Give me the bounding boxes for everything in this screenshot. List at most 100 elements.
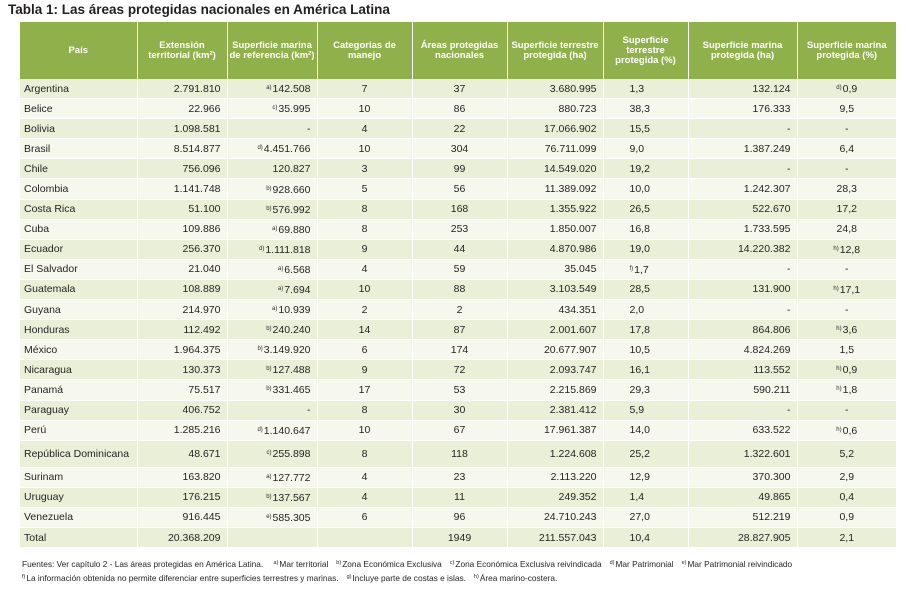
cell-terrestre-ha: 17.066.902	[506, 118, 603, 140]
table-row: Surinam 163.820 a)127.772 4 23 2.113.220 12,9 3…	[20, 467, 896, 488]
cell-terrestre-ha: 1.850.007	[506, 219, 603, 240]
cell-superficie-marina: d)4.451.766	[226, 138, 317, 160]
cell-marina-ha-value: 113.552	[753, 363, 791, 376]
cell-pais-value: Bolivia	[24, 122, 55, 135]
cell-areas-value: 30	[453, 404, 466, 417]
cell-extension: 108.889	[136, 279, 227, 301]
cell-terrestre-pct-value: 19,2	[629, 162, 650, 175]
cell-superficie-marina: b)240.240	[226, 319, 317, 341]
table-row: Guyana 214.970 a)10.939 2 2 434.351 2,0 - -	[20, 299, 896, 321]
cell-pais: Venezuela	[20, 507, 137, 528]
cell-pais-value: Costa Rica	[24, 203, 76, 216]
header-extension: Extensión territorial (km²)	[136, 22, 227, 79]
cell-terrestre-ha: 2.001.607	[506, 319, 603, 341]
cell-pais-value: Perú	[24, 424, 47, 437]
cell-extension: 256.370	[136, 239, 227, 260]
footnote-item: c)Zona Económica Exclusiva reivindicada	[442, 559, 602, 569]
footnote-mark: a)	[277, 265, 284, 272]
cell-extension: 1.285.216	[136, 420, 227, 441]
footnote-mark: h)	[833, 285, 839, 292]
cell-areas: 53	[411, 379, 507, 401]
cell-marina-ha-value: -	[787, 122, 791, 135]
cell-pais-value: Surinam	[24, 471, 64, 484]
footnote-item: f)La información obtenida no permite dif…	[22, 573, 339, 583]
cell-superficie-marina-value: 3.149.920	[263, 344, 311, 357]
cell-categorias-value: 8	[361, 223, 368, 236]
footnote-mark: a)	[266, 473, 272, 480]
cell-terrestre-ha: 880.723	[506, 98, 603, 120]
cell-pais-value: Belice	[24, 102, 53, 115]
cell-marina-pct: -	[796, 259, 896, 280]
cell-areas-value: 11	[454, 491, 465, 504]
cell-categorias: 10	[316, 138, 412, 160]
footnote-text: La información obtenida no permite difer…	[26, 573, 339, 583]
cell-categorias: 9	[316, 359, 412, 381]
footnote-mark: b)	[266, 386, 272, 393]
cell-superficie-marina: c)35.995	[226, 98, 317, 120]
cell-marina-ha: 633.522	[687, 420, 797, 441]
total-areas: 1949	[411, 527, 507, 549]
cell-categorias: 3	[316, 158, 412, 180]
cell-marina-pct: 1,5	[796, 339, 896, 361]
cell-marina-pct: -	[796, 400, 896, 421]
cell-pais-value: Nicaragua	[24, 363, 72, 376]
cell-marina-ha-value: 512.219	[752, 511, 791, 524]
cell-categorias-value: 8	[361, 447, 368, 460]
cell-areas: 304	[411, 138, 507, 160]
cell-pais-value: República Dominicana	[24, 447, 130, 460]
cell-terrestre-pct: 38,3	[602, 98, 688, 120]
cell-terrestre-ha: 3.103.549	[506, 279, 603, 301]
cell-superficie-marina-value: -	[307, 404, 311, 417]
cell-pais: México	[20, 339, 137, 361]
total-terrestre-ha-value: 211.557.043	[538, 531, 597, 544]
cell-categorias: 17	[316, 379, 412, 401]
cell-terrestre-pct: 2,0	[602, 299, 688, 321]
cell-terrestre-pct-value: 1,4	[629, 491, 645, 504]
cell-extension-value: 8.514.877	[173, 142, 221, 155]
cell-categorias-value: 8	[361, 404, 368, 417]
cell-terrestre-ha: 2.381.412	[506, 400, 603, 421]
cell-areas-value: 118	[451, 447, 468, 460]
cell-superficie-marina-value: 6.568	[284, 263, 311, 276]
cell-pais: Honduras	[20, 319, 137, 341]
cell-marina-pct-value: 24,8	[836, 223, 857, 236]
cell-categorias: 4	[316, 118, 412, 140]
cell-terrestre-pct: 28,5	[602, 279, 688, 301]
cell-categorias-value: 8	[361, 203, 368, 216]
cell-areas-value: 53	[453, 383, 466, 396]
cell-extension-value: 1.285.216	[173, 424, 221, 437]
cell-terrestre-ha-value: 20.677.907	[543, 343, 597, 356]
table-row: Ecuador 256.370 d)1.111.818 9 44 4.870.986 19,…	[20, 239, 896, 260]
cell-terrestre-pct: 1,4	[602, 487, 688, 508]
cell-areas: 44	[411, 239, 507, 260]
cell-areas-value: 22	[453, 122, 466, 135]
cell-categorias-value: 4	[361, 122, 368, 135]
total-categorias	[316, 527, 412, 549]
cell-extension-value: 1.964.375	[173, 343, 221, 356]
footnote-mark: b)	[336, 560, 342, 566]
cell-pais: Paraguay	[20, 400, 137, 421]
cell-marina-pct: 5,2	[796, 440, 896, 468]
cell-terrestre-ha: 3.680.995	[506, 79, 603, 100]
cell-terrestre-ha-value: 11.389.092	[544, 183, 597, 196]
cell-superficie-marina-value: -	[307, 122, 311, 135]
cell-areas-value: 44	[453, 243, 466, 256]
table-row: El Salvador 21.040 a)6.568 4 59 35.045 f)1,7 - -	[20, 259, 896, 280]
cell-marina-ha: 176.333	[687, 98, 797, 120]
cell-marina-ha: -	[687, 118, 797, 140]
cell-pais-value: Panamá	[24, 383, 64, 396]
cell-marina-ha: -	[687, 158, 797, 180]
cell-marina-pct-value: 0,9	[839, 511, 855, 524]
cell-terrestre-ha-value: 2.215.869	[549, 383, 597, 396]
cell-pais-value: Colombia	[24, 183, 69, 196]
footnote-item: e)Mar Patrimonial reivindicado	[674, 559, 793, 569]
cell-marina-ha: 1.322.601	[687, 440, 797, 468]
cell-terrestre-pct-value: 9,0	[629, 142, 645, 155]
cell-categorias: 8	[316, 219, 412, 240]
cell-extension: 1.098.581	[136, 118, 227, 140]
cell-areas: 88	[411, 279, 507, 301]
cell-pais: Belice	[20, 98, 137, 120]
cell-extension-value: 163.820	[182, 471, 221, 484]
cell-extension: 22.966	[136, 98, 227, 120]
cell-marina-ha-value: 4.824.269	[743, 343, 791, 356]
